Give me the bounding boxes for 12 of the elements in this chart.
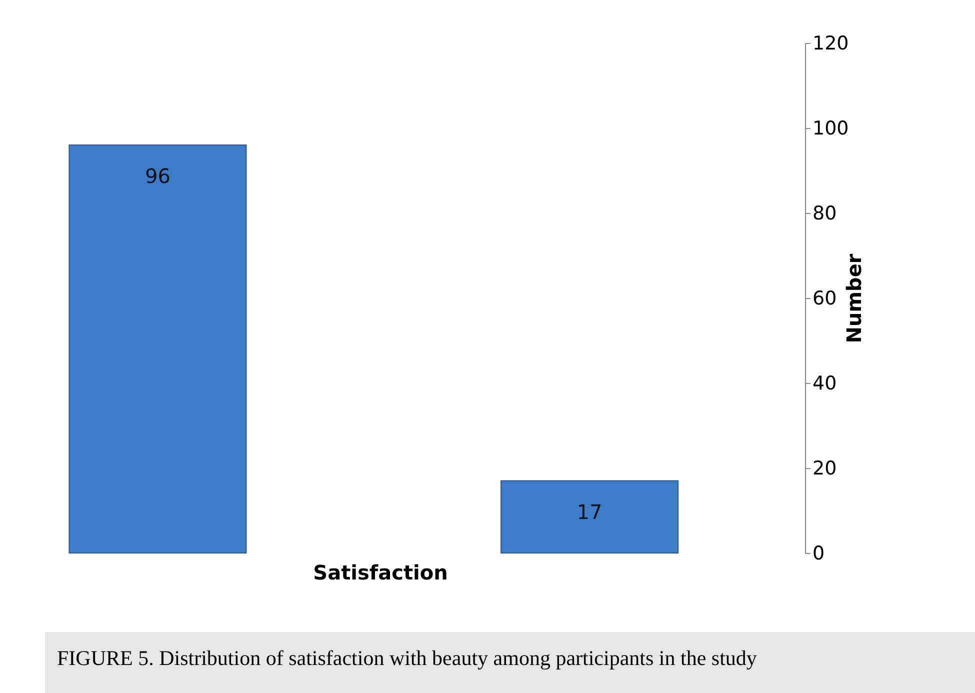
y-tick-label: 20 (812, 458, 837, 480)
y-tick-label: 40 (812, 372, 837, 394)
y-axis-title: Number (842, 254, 866, 344)
data-label: 96 (144, 164, 170, 188)
y-tick-label: 80 (812, 202, 837, 224)
caption: FIGURE 5. Distribution of satisfaction with beauty among participants in the study (45, 632, 975, 693)
y-tick-label: 100 (812, 118, 849, 140)
y-tick-label: 0 (812, 542, 825, 564)
y-tick-label: 60 (812, 288, 837, 310)
x-axis-title: Satisfaction (313, 560, 448, 584)
y-tick-label: 120 (812, 32, 849, 54)
data-label: 17 (576, 500, 602, 524)
